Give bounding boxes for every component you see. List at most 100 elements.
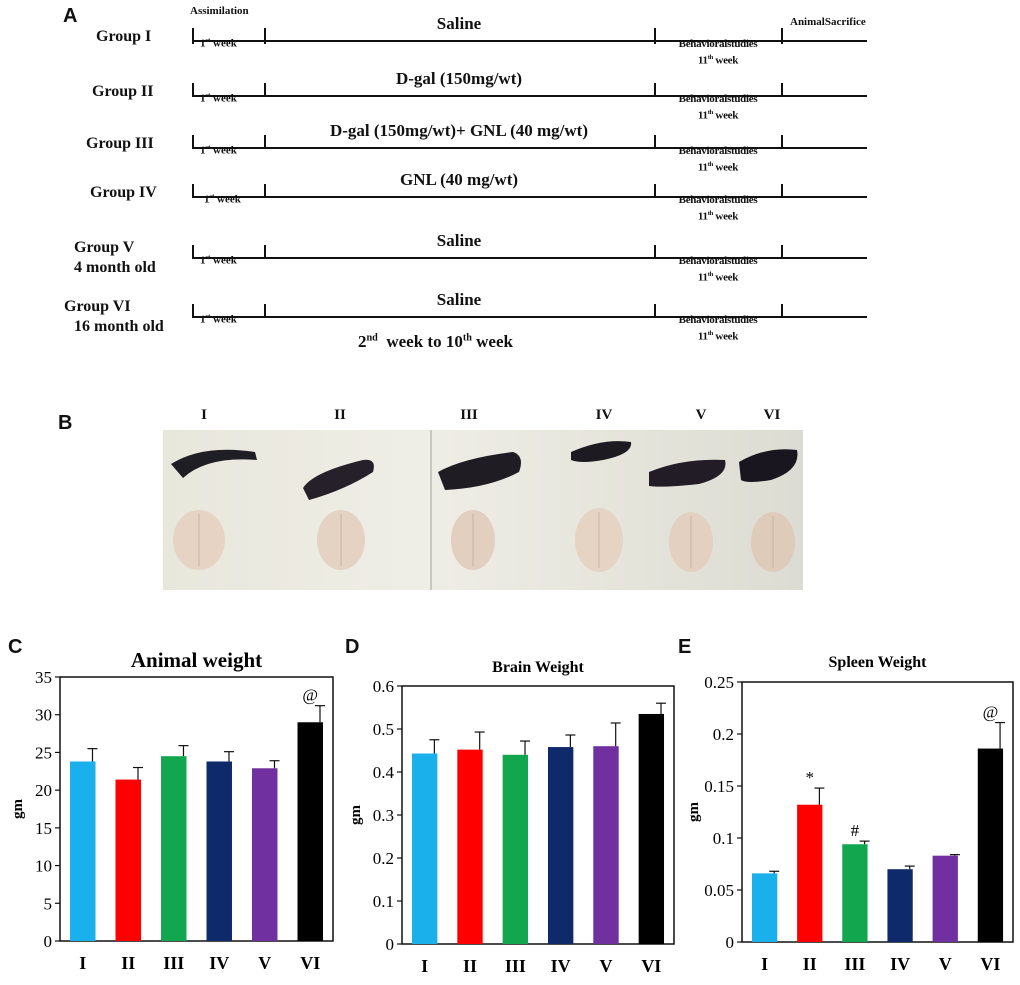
chart-3: Spleen Weight gm 0 0.05 0.1 0.15 0.2 0.25 I * II # I… [686,654,1014,974]
x-tick-label: V [939,954,952,974]
x-tick-label: III [163,953,184,973]
eleventh-week-label: 11th week [697,109,739,122]
timeline-axis [192,257,867,259]
bar [751,873,778,942]
bar [547,747,574,944]
organ-photo-illustration [171,430,798,590]
timeline-tick [781,135,783,149]
panel-label-c: C [8,636,23,658]
y-tick-label: 0.2 [373,849,394,868]
y-tick-label: 5 [44,894,53,913]
bar [457,749,483,944]
treatment-label: D-gal (150mg/wt)+ GNL (40 mg/wt) [329,121,589,140]
bar [977,748,1004,942]
timeline-tick [264,135,266,149]
timeline-tick [192,304,194,318]
treatment-label: GNL (40 mg/wt) [399,170,519,189]
group-name: Group III [86,135,154,152]
timeline-tick [192,245,194,259]
y-tick-label: 0.05 [704,881,734,900]
timeline-axis [192,316,867,318]
y-tick-label: 20 [35,781,52,800]
behavioral-studies-label: Behavioralstudies [678,38,758,50]
bar [502,754,529,944]
spleen-iii [438,452,521,490]
x-tick-label: VI [980,954,1000,974]
treatment-label: Saline [436,14,482,33]
bar [252,768,278,941]
timeline-tick [264,304,266,318]
y-tick-label: 0.1 [373,892,394,911]
group-age: 16 month old [74,318,164,335]
bar [70,761,96,941]
behavioral-studies-label: Behavioralstudies [678,255,758,267]
panel-label-a: A [63,5,78,27]
plot-frame [401,685,675,945]
x-tick-label: V [600,956,613,976]
eleventh-week-label: 11th week [697,161,739,174]
timeline-tick [654,135,656,149]
timeline-tick [781,28,783,44]
treatment-label: D-gal (150mg/wt) [395,69,523,88]
bar [842,844,868,942]
x-tick-label: I [421,956,428,976]
timeline-tick [781,304,783,318]
y-tick-label: 0.2 [713,725,734,744]
bar [206,761,232,941]
first-week-label: 1st week [204,193,241,206]
plot-frame [741,681,1014,943]
x-tick-label: II [463,956,477,976]
first-week-label: 1st week [200,144,237,157]
bar [932,855,958,942]
x-tick-label: IV [890,954,910,974]
y-tick-label: 0.25 [704,673,734,692]
eleventh-week-label: 11th week [697,271,739,284]
bar [115,779,141,941]
group-name: Group IV [90,184,157,201]
y-tick-label: 0.1 [713,829,734,848]
x-tick-label: VI [300,953,320,973]
y-tick-label: 0.15 [704,777,734,796]
timeline-tick [264,28,266,44]
timeline-tick [654,245,656,259]
timeline-tick [654,304,656,318]
organ-photo [163,430,803,590]
bar [797,804,823,942]
y-tick-label: 0.4 [373,763,395,782]
eleventh-week-label: 11th week [697,210,739,223]
x-tick-label: I [79,953,86,973]
timeline-tick [264,83,266,97]
behavioral-studies-label: Behavioralstudies [678,194,758,206]
timeline-axis [192,40,867,42]
timeline-tick [654,28,656,44]
y-tick-label: 0.3 [373,806,394,825]
bar [887,869,913,942]
assimilation-label: Assimilation [190,5,249,17]
x-tick-label: III [505,956,526,976]
group-name: Group I [96,28,152,45]
y-axis-label: gm [10,799,26,820]
x-tick-label: VI [641,956,661,976]
x-tick-label: III [844,954,865,974]
photo-group-label: II [334,407,346,423]
significance-marker: @ [302,686,318,705]
group-name: Group II [92,83,154,100]
y-tick-label: 10 [35,857,52,876]
y-tick-label: 35 [35,668,52,687]
significance-marker: * [806,768,815,787]
behavioral-studies-label: Behavioralstudies [678,93,758,105]
photo-group-label: VI [763,407,781,423]
group-name: Group V [74,239,135,256]
timeline-axis [192,95,867,97]
y-tick-label: 0 [726,933,735,952]
bar [297,722,323,941]
y-tick-label: 30 [35,706,52,725]
spleen-v [649,459,726,487]
y-tick-label: 0.6 [373,677,394,696]
bar [161,756,187,941]
week-range-label: 2nd week to 10th week [358,332,513,351]
spleen-ii [303,459,374,500]
spleen-i [171,449,257,478]
